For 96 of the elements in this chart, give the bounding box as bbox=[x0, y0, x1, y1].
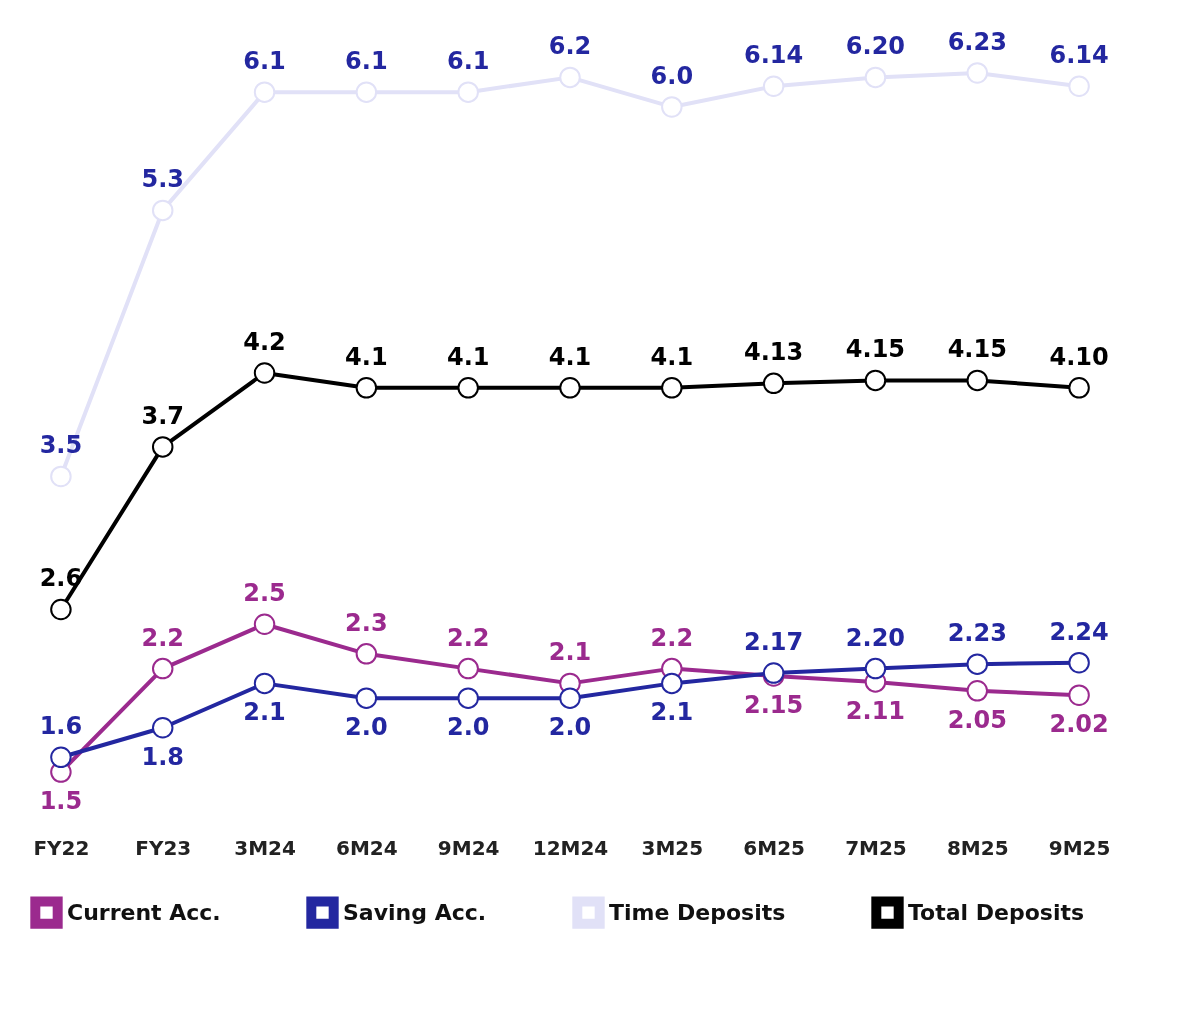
point bbox=[355, 81, 378, 103]
x-tick-label: 3M24 bbox=[234, 835, 296, 860]
data-label: 6.23 bbox=[947, 27, 1007, 56]
data-label: 2.11 bbox=[845, 696, 906, 725]
data-label: 4.1 bbox=[548, 342, 592, 371]
point bbox=[559, 377, 581, 399]
data-label: 4.15 bbox=[845, 335, 906, 364]
point bbox=[661, 672, 683, 695]
point bbox=[50, 465, 72, 488]
data-label: 4.1 bbox=[650, 342, 694, 371]
data-label: 4.1 bbox=[446, 342, 490, 371]
point bbox=[661, 96, 683, 118]
data-label: 2.1 bbox=[650, 698, 694, 727]
point bbox=[559, 687, 581, 709]
point bbox=[966, 653, 989, 675]
data-label: 2.2 bbox=[141, 623, 184, 652]
point bbox=[457, 687, 479, 709]
data-label: 2.23 bbox=[947, 619, 1007, 648]
point bbox=[1068, 75, 1090, 97]
point bbox=[762, 372, 785, 395]
point bbox=[762, 75, 785, 97]
data-label: 2.2 bbox=[446, 623, 490, 652]
point bbox=[966, 62, 989, 84]
point bbox=[966, 680, 989, 702]
data-label: 4.1 bbox=[345, 342, 388, 371]
data-label: 6.1 bbox=[243, 47, 286, 76]
point bbox=[355, 377, 378, 399]
point bbox=[151, 717, 174, 739]
data-label: 2.0 bbox=[548, 713, 592, 742]
point bbox=[151, 657, 174, 680]
point bbox=[457, 377, 479, 399]
data-label: 2.20 bbox=[845, 623, 906, 652]
point bbox=[864, 657, 887, 680]
point bbox=[864, 66, 887, 89]
point bbox=[253, 613, 276, 635]
data-label: 2.1 bbox=[548, 638, 592, 667]
data-label: 2.1 bbox=[243, 698, 286, 727]
point bbox=[355, 687, 378, 709]
point bbox=[966, 369, 989, 392]
x-tick-label: 6M25 bbox=[743, 835, 805, 860]
data-label: 4.15 bbox=[947, 335, 1007, 364]
point bbox=[50, 598, 72, 621]
data-label: 6.0 bbox=[650, 61, 694, 90]
point bbox=[151, 436, 174, 458]
point bbox=[355, 643, 378, 665]
point bbox=[50, 746, 72, 769]
x-tick-label: 12M24 bbox=[532, 835, 609, 860]
point bbox=[1068, 684, 1090, 706]
point bbox=[253, 81, 276, 103]
point bbox=[559, 66, 581, 89]
data-label: 6.14 bbox=[1049, 41, 1109, 70]
point bbox=[661, 377, 683, 399]
x-tick-label: 9M25 bbox=[1048, 835, 1111, 860]
data-label: 3.7 bbox=[141, 401, 184, 430]
data-label: 1.6 bbox=[39, 712, 83, 741]
data-label: 4.13 bbox=[744, 338, 804, 367]
x-tick-label: 8M25 bbox=[946, 835, 1009, 860]
x-tick-label: FY22 bbox=[33, 835, 90, 860]
x-tick-label: FY23 bbox=[135, 835, 192, 860]
point bbox=[253, 362, 276, 384]
point bbox=[1068, 377, 1090, 399]
data-label: 5.3 bbox=[141, 165, 184, 194]
legend-label: Time Deposits bbox=[609, 899, 786, 925]
data-label: 1.8 bbox=[141, 742, 184, 771]
data-label: 1.5 bbox=[39, 787, 83, 816]
point bbox=[457, 81, 479, 103]
data-label: 2.2 bbox=[650, 623, 694, 652]
data-label: 2.0 bbox=[345, 713, 388, 742]
point bbox=[1068, 651, 1090, 674]
data-label: 6.1 bbox=[446, 47, 490, 76]
data-label: 2.0 bbox=[446, 713, 490, 742]
data-label: 2.05 bbox=[947, 705, 1007, 734]
data-label: 3.5 bbox=[39, 431, 83, 460]
legend-label: Current Acc. bbox=[67, 899, 221, 925]
data-label: 6.14 bbox=[744, 41, 804, 70]
point bbox=[864, 369, 887, 392]
x-tick-label: 9M24 bbox=[437, 835, 500, 860]
x-tick-label: 3M25 bbox=[641, 835, 704, 860]
data-label: 4.10 bbox=[1049, 342, 1109, 371]
point bbox=[253, 672, 276, 695]
data-label: 6.1 bbox=[345, 47, 388, 76]
data-label: 2.5 bbox=[243, 579, 286, 608]
data-label: 6.2 bbox=[548, 32, 592, 61]
data-label: 2.02 bbox=[1049, 710, 1109, 739]
data-label: 2.3 bbox=[345, 608, 388, 637]
data-label: 4.2 bbox=[243, 328, 286, 356]
point bbox=[457, 657, 479, 680]
x-tick-label: 6M24 bbox=[336, 835, 398, 860]
data-label: 6.20 bbox=[845, 32, 906, 61]
data-label: 2.24 bbox=[1049, 617, 1109, 646]
point bbox=[151, 199, 174, 222]
x-tick-label: 7M25 bbox=[845, 835, 907, 860]
legend-label: Total Deposits bbox=[908, 899, 1085, 925]
data-label: 2.15 bbox=[744, 691, 804, 719]
legend-label: Saving Acc. bbox=[343, 899, 487, 925]
data-label: 2.17 bbox=[744, 628, 804, 657]
